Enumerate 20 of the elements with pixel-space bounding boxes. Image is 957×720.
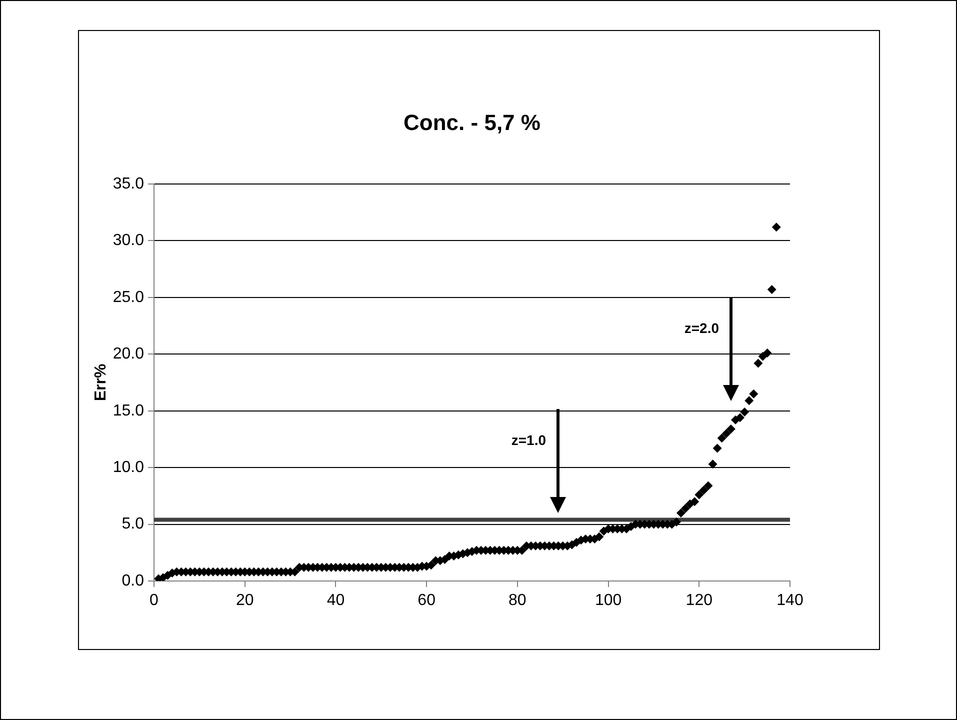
x-tick-label: 20 [236, 592, 254, 610]
y-tick-label: 25.0 [112, 288, 144, 306]
x-tick-label: 120 [686, 592, 713, 610]
x-tick-label: 40 [326, 592, 345, 610]
y-tick-label: 20.0 [112, 346, 144, 363]
y-tick-label: 5.0 [122, 516, 144, 533]
x-tick-label: 80 [508, 592, 526, 610]
annotation: z=1.0 [511, 432, 546, 448]
x-tick-label: 0 [150, 592, 159, 610]
y-tick-label: 0.0 [122, 572, 144, 590]
y-tick-label: 10.0 [112, 458, 144, 476]
x-tick-label: 60 [418, 592, 436, 610]
y-axis-title: Err% [92, 364, 110, 402]
chart-title: Conc. - 5,7 % [404, 110, 540, 136]
y-tick-label: 30.0 [112, 232, 144, 250]
y-tick-label: 35.0 [112, 175, 144, 192]
y-tick-label: 15.0 [112, 402, 144, 420]
annotation: z=2.0 [684, 320, 719, 336]
x-tick-label: 100 [594, 592, 622, 610]
x-tick-label: 140 [776, 592, 804, 610]
